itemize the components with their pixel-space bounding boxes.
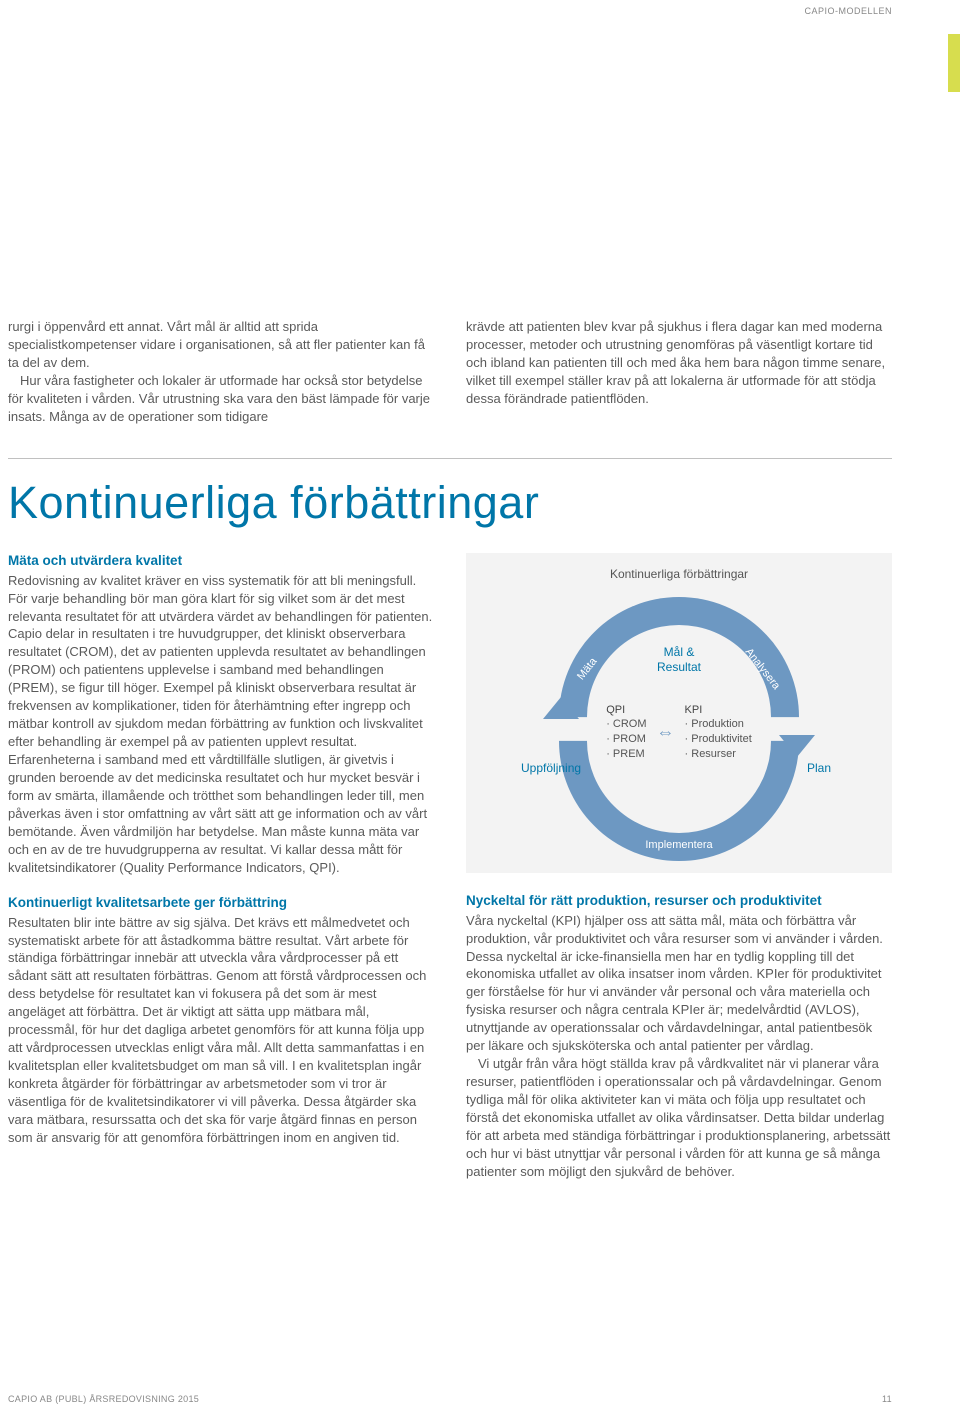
- qpi-item-0: · CROM: [606, 717, 646, 732]
- left-column: Mäta och utvärdera kvalitet Redovisning …: [8, 553, 434, 1199]
- cycle-graphic: Mäta Analysera Implementera Mål & Result…: [529, 593, 829, 863]
- intro-left-p2: Hur våra fastigheter och lokaler är utfo…: [8, 372, 434, 426]
- page-title: Kontinuerliga förbättringar: [8, 477, 892, 529]
- kpi-head: KPI: [685, 703, 752, 718]
- qpi-item-2: · PREM: [606, 747, 646, 762]
- qpi-item-1: · PROM: [606, 732, 646, 747]
- right-section-heading: Nyckeltal för rätt produktion, resurser …: [466, 893, 892, 908]
- accent-tab: [948, 34, 960, 92]
- page-footer: CAPIO AB (PUBL) ÅRSREDOVISNING 2015 11: [8, 1394, 892, 1404]
- label-plan: Plan: [807, 761, 831, 775]
- section-divider: [8, 458, 892, 459]
- center-lists: QPI · CROM · PROM · PREM ⇔ KPI · Produkt…: [529, 703, 829, 762]
- kpi-list: KPI · Produktion · Produktivitet · Resur…: [685, 703, 752, 762]
- kpi-item-0: · Produktion: [685, 717, 752, 732]
- intro-right-column: krävde att patienten blev kvar på sjukhu…: [466, 318, 892, 426]
- page-content: rurgi i öppenvård ett annat. Vårt mål är…: [0, 0, 960, 1199]
- qpi-head: QPI: [606, 703, 646, 718]
- diagram-title: Kontinuerliga förbättringar: [476, 567, 882, 581]
- qpi-list: QPI · CROM · PROM · PREM: [606, 703, 646, 762]
- arc-label-implement: Implementera: [529, 839, 829, 851]
- right-column: Kontinuerliga förbättringar Mäta Analyse…: [466, 553, 892, 1199]
- header-label: CAPIO-MODELLEN: [804, 6, 892, 16]
- cycle-diagram: Kontinuerliga förbättringar Mäta Analyse…: [466, 553, 892, 873]
- right-section-body: Våra nyckeltal (KPI) hjälper oss att sät…: [466, 912, 892, 1181]
- goal-label: Mål & Resultat: [529, 645, 829, 675]
- label-followup: Uppföljning: [521, 761, 581, 775]
- footer-page-number: 11: [882, 1394, 892, 1404]
- left-section2-heading: Kontinuerligt kvalitetsarbete ger förbät…: [8, 895, 434, 910]
- footer-left: CAPIO AB (PUBL) ÅRSREDOVISNING 2015: [8, 1394, 199, 1404]
- intro-left-column: rurgi i öppenvård ett annat. Vårt mål är…: [8, 318, 434, 426]
- kpi-item-1: · Produktivitet: [685, 732, 752, 747]
- left-section1-body: Redovisning av kvalitet kräver en viss s…: [8, 572, 434, 877]
- right-section-p2: Vi utgår från våra högt ställda krav på …: [466, 1055, 892, 1181]
- left-section2-body: Resultaten blir inte bättre av sig själv…: [8, 914, 434, 1147]
- left-section1-heading: Mäta och utvärdera kvalitet: [8, 553, 434, 568]
- kpi-item-2: · Resurser: [685, 747, 752, 762]
- intro-right-p1: krävde att patienten blev kvar på sjukhu…: [466, 318, 892, 408]
- double-arrow-icon: ⇔: [657, 722, 675, 743]
- intro-columns: rurgi i öppenvård ett annat. Vårt mål är…: [8, 0, 892, 444]
- intro-left-p1: rurgi i öppenvård ett annat. Vårt mål är…: [8, 318, 434, 372]
- right-section-p1: Våra nyckeltal (KPI) hjälper oss att sät…: [466, 912, 892, 1056]
- body-columns: Mäta och utvärdera kvalitet Redovisning …: [8, 553, 892, 1199]
